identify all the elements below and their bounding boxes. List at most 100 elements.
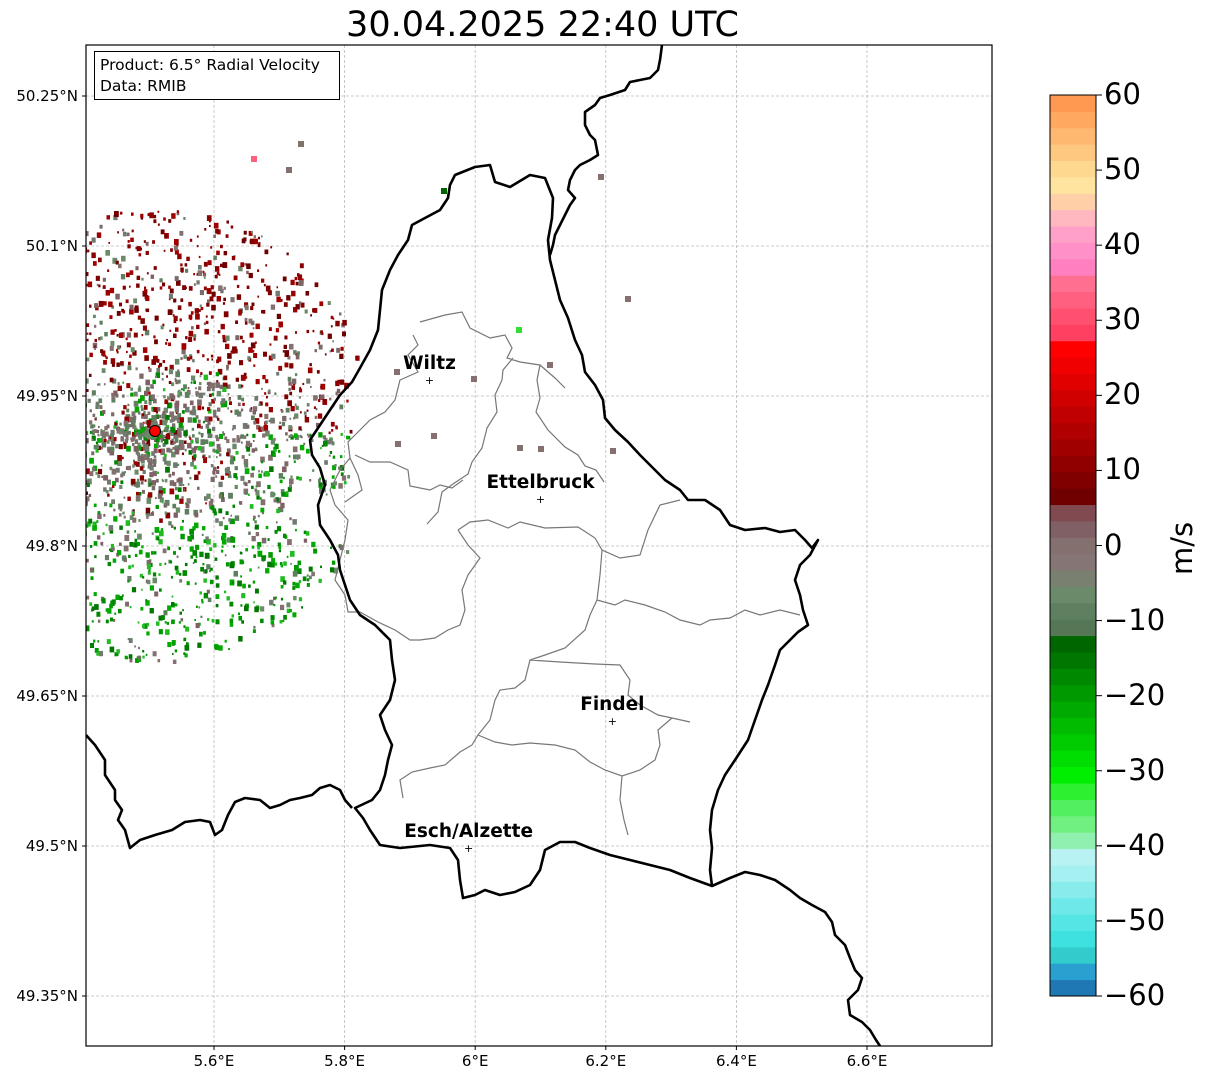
echo-pixel — [86, 524, 89, 528]
echo-pixel — [258, 236, 260, 240]
echo-pixel — [111, 499, 115, 505]
echo-pixel — [25, 271, 28, 275]
echo-pixel — [320, 383, 326, 390]
echo-pixel — [281, 410, 284, 413]
echo-pixel — [132, 509, 135, 512]
echo-pixel — [108, 525, 114, 531]
echo-pixel — [185, 503, 190, 509]
echo-pixel — [115, 477, 119, 483]
echo-pixel — [215, 518, 219, 523]
echo-pixel — [17, 492, 19, 495]
echo-pixel — [166, 460, 171, 466]
echo-pixel — [89, 457, 94, 464]
echo-pixel — [517, 445, 523, 451]
echo-pixel — [126, 445, 131, 452]
echo-pixel — [202, 420, 205, 424]
echo-pixel — [154, 315, 159, 321]
echo-pixel — [271, 353, 276, 359]
echo-pixel — [79, 530, 82, 534]
echo-pixel — [182, 609, 184, 612]
echo-pixel — [109, 449, 115, 456]
echo-pixel — [91, 620, 94, 623]
echo-pixel — [70, 421, 72, 424]
echo-pixel — [190, 440, 194, 444]
echo-pixel — [165, 436, 167, 439]
echo-pixel — [98, 338, 101, 341]
echo-pixel — [260, 618, 264, 624]
echo-pixel — [226, 364, 229, 369]
echo-pixel — [134, 538, 138, 543]
echo-pixel — [270, 439, 275, 445]
echo-pixel — [135, 481, 141, 488]
echo-pixel — [24, 516, 28, 521]
echo-pixel — [86, 323, 90, 327]
echo-pixel — [174, 239, 179, 245]
echo-pixel — [66, 288, 71, 294]
echo-pixel — [113, 214, 118, 221]
echo-pixel — [73, 426, 77, 432]
echo-pixel — [162, 360, 166, 364]
echo-pixel — [152, 240, 155, 244]
echo-pixel — [290, 435, 294, 440]
echo-pixel — [153, 437, 156, 440]
echo-pixel — [33, 360, 36, 364]
echo-pixel — [71, 373, 73, 376]
echo-pixel — [109, 377, 114, 383]
echo-pixel — [104, 426, 108, 431]
echo-pixel — [110, 617, 114, 622]
echo-pixel — [153, 219, 157, 224]
echo-pixel — [70, 444, 73, 447]
echo-pixel — [80, 449, 85, 455]
echo-pixel — [7, 344, 11, 348]
echo-pixel — [10, 262, 14, 267]
echo-pixel — [104, 554, 110, 561]
echo-pixel — [155, 411, 158, 414]
echo-pixel — [137, 387, 142, 392]
echo-pixel — [265, 402, 269, 407]
echo-pixel — [127, 403, 130, 407]
echo-pixel — [8, 278, 12, 283]
echo-pixel — [2, 581, 6, 586]
echo-pixel — [197, 399, 202, 406]
echo-pixel — [176, 417, 182, 423]
echo-pixel — [127, 240, 130, 243]
echo-pixel — [94, 338, 97, 342]
echo-pixel — [246, 285, 250, 289]
echo-pixel — [320, 386, 323, 389]
echo-pixel — [124, 439, 128, 444]
echo-pixel — [236, 411, 242, 417]
echo-pixel — [5, 443, 7, 446]
echo-pixel — [149, 465, 154, 471]
colorbar-label: m/s — [1165, 521, 1199, 575]
echo-pixel — [89, 420, 93, 425]
echo-pixel — [250, 472, 254, 478]
echo-pixel — [63, 316, 66, 320]
echo-pixel — [156, 367, 160, 373]
echo-pixel — [178, 444, 181, 447]
echo-pixel — [59, 411, 61, 413]
echo-pixel — [278, 425, 282, 430]
echo-pixel — [177, 413, 182, 418]
echo-pixel — [273, 437, 276, 441]
echo-pixel — [75, 439, 79, 443]
echo-pixel — [247, 356, 251, 361]
echo-pixel — [148, 366, 150, 370]
echo-pixel — [192, 526, 196, 531]
echo-pixel — [109, 603, 113, 609]
echo-pixel — [215, 434, 218, 439]
echo-pixel — [276, 313, 281, 319]
echo-pixel — [240, 408, 244, 412]
echo-pixel — [315, 408, 318, 411]
echo-pixel — [191, 455, 196, 461]
echo-pixel — [305, 531, 310, 536]
colorbar-segment — [1050, 963, 1096, 981]
echo-pixel — [127, 365, 132, 371]
echo-pixel — [306, 409, 309, 412]
echo-pixel — [189, 400, 194, 406]
echo-pixel — [31, 626, 36, 632]
echo-pixel — [179, 425, 184, 431]
city-label: Esch/Alzette — [404, 821, 534, 842]
colorbar-tick-label: −40 — [1104, 827, 1166, 862]
echo-pixel — [123, 445, 127, 449]
